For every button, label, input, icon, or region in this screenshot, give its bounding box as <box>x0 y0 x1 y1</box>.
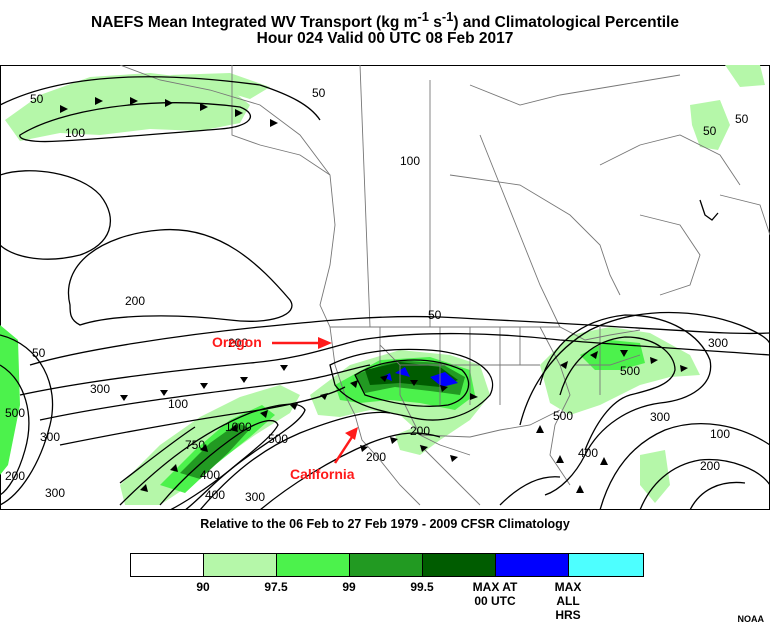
state-annotations: Oregon California <box>212 334 358 482</box>
legend-label-max-00utc: MAX AT 00 UTC <box>472 580 518 608</box>
contour-label: 200 <box>700 459 720 473</box>
contour-label: 50 <box>312 86 326 100</box>
legend-swatch-99-5 <box>423 554 496 576</box>
contour-label: 500 <box>5 406 25 420</box>
contour-label: 500 <box>268 432 288 446</box>
legend-swatch-99 <box>350 554 423 576</box>
percentile-legend <box>130 553 644 577</box>
contour-label: 50 <box>703 124 717 138</box>
legend-label-99-5: 99.5 <box>410 580 434 594</box>
contour-label: 300 <box>45 486 65 500</box>
contour-label: 500 <box>620 364 640 378</box>
legend-swatch-below-90 <box>131 554 204 576</box>
contour-label: 300 <box>650 410 670 424</box>
contour-label: 50 <box>735 112 749 126</box>
contour-label: 200 <box>125 294 145 308</box>
transport-vectors <box>60 97 688 493</box>
shade-north-pacific <box>5 73 250 141</box>
legend-label-90: 90 <box>196 580 210 594</box>
contour-label: 400 <box>200 468 220 482</box>
contour-label: 400 <box>578 446 598 460</box>
contour-label: 50 <box>428 308 442 322</box>
chart-valid-time: Hour 024 Valid 00 UTC 08 Feb 2017 <box>256 30 514 47</box>
legend-swatch-97-5 <box>277 554 350 576</box>
legend-swatch-90 <box>204 554 277 576</box>
legend-swatch-max-00utc <box>496 554 569 576</box>
legend-swatch-max-all-hrs <box>569 554 643 576</box>
contour-label: 100 <box>400 154 420 168</box>
legend-label-max-all-hrs: MAX ALL HRS <box>554 580 582 622</box>
ivt-map: 50 100 50 50 50 100 50 50 200 300 500 10… <box>0 65 770 510</box>
contour-label: 200 <box>366 450 386 464</box>
california-label: California <box>290 466 355 482</box>
contour-label: 200 <box>228 336 248 350</box>
legend-label-99: 99 <box>342 580 356 594</box>
geographic-boundaries <box>119 65 770 506</box>
contour-label: 100 <box>168 397 188 411</box>
contour-label: 300 <box>708 336 728 350</box>
contour-label: 100 <box>710 427 730 441</box>
contour-label: 50 <box>30 92 44 106</box>
contour-label: 1000 <box>225 420 252 434</box>
shade-east-us <box>540 327 700 415</box>
noaa-credit: NOAA <box>737 614 765 624</box>
legend-label-97-5: 97.5 <box>264 580 288 594</box>
contour-label: 750 <box>185 438 205 452</box>
shade-hudson-bay <box>690 100 730 150</box>
california-arrow <box>333 436 354 464</box>
contour-labels: 50 100 50 50 50 100 50 50 200 300 500 10… <box>5 86 749 504</box>
contour-label: 200 <box>5 469 25 483</box>
ivt-contours <box>0 76 770 510</box>
shade-left-edge <box>0 325 20 475</box>
contour-label: 300 <box>245 490 265 504</box>
contour-label: 400 <box>205 488 225 502</box>
climatology-subtitle: Relative to the 06 Feb to 27 Feb 1979 - … <box>200 517 570 531</box>
contour-label: 500 <box>553 409 573 423</box>
oregon-label: Oregon <box>212 334 262 350</box>
contour-label: 300 <box>40 430 60 444</box>
chart-title: NAEFS Mean Integrated WV Transport (kg m… <box>91 9 679 32</box>
contour-label: 100 <box>65 126 85 140</box>
contour-label: 50 <box>32 346 46 360</box>
contour-label: 200 <box>410 424 430 438</box>
contour-label: 300 <box>90 382 110 396</box>
